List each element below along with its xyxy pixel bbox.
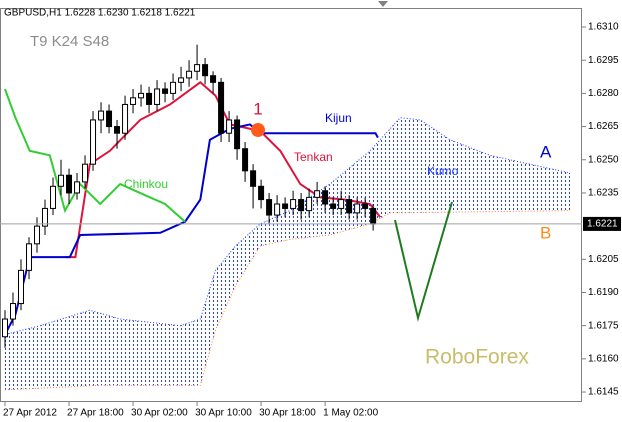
candle-body [298,199,305,212]
candle-body [202,64,209,77]
candle-body [154,88,161,105]
candle-body [66,174,73,194]
y-tick-label: 1.6205 [588,254,619,265]
candle-body [234,119,241,150]
y-tick-label: 1.6250 [588,154,619,165]
candle-body [58,174,65,187]
chinkou-label: Chinkou [124,177,168,191]
candle-body [258,185,265,201]
span-line [4,210,571,391]
cross-marker [251,123,265,137]
candle-body [90,119,97,165]
candle-body [114,126,121,134]
y-tick-label: 1.6175 [588,320,619,331]
candle-body [314,190,321,198]
candle-body [306,196,313,212]
candle-body [226,119,233,134]
candle-body [274,203,281,216]
y-tick-label: 1.6235 [588,188,619,199]
candle-body [2,318,9,338]
candle-body [74,181,81,194]
kumo [5,117,570,390]
candle-body [178,77,185,83]
candle-body [170,81,177,94]
candle-body [42,207,49,227]
y-tick-label: 1.6280 [588,88,619,99]
x-tick-label: 27 Apr 18:00 [67,408,124,419]
x-tick-label: 27 Apr 2012 [3,408,57,419]
candle-body [282,203,289,209]
candle-body [330,203,337,209]
y-tick-label: 1.6310 [588,22,619,33]
candle-body [50,185,57,209]
price-label: 1.6221 [587,219,618,230]
candle-body [34,225,41,245]
x-tick-label: 30 Apr 18:00 [259,408,316,419]
span-a-label: A [540,142,552,161]
y-tick-label: 1.6295 [588,55,619,66]
candle-body [354,203,361,214]
price-box [583,216,621,231]
kumo-label: Kumo [427,164,459,178]
span-line [4,117,571,335]
y-tick-label: 1.6160 [588,354,619,365]
span-b-label: B [540,223,551,242]
candle-body [218,81,225,134]
watermark: RoboForex [425,346,529,369]
candle-body [322,190,329,205]
candle-body [186,70,193,79]
tenkan-label: Tenkan [294,150,333,164]
x-tick-label: 30 Apr 02:00 [131,408,188,419]
candle-body [130,97,137,105]
candle-body [266,199,273,216]
plot-layer [0,44,582,391]
candle-body [18,269,25,305]
candle-body [98,110,105,121]
candle-body [250,170,257,187]
candle-body [362,203,369,209]
candle-body [26,243,33,271]
x-tick-label: 1 May 02:00 [323,408,378,419]
candle-body [194,64,201,72]
x-tick-label: 30 Apr 10:00 [195,408,252,419]
y-tick-label: 1.6265 [588,121,619,132]
indicator-line [4,88,186,223]
candle-body [122,103,129,134]
candle-body [146,92,153,105]
candle-body [338,199,345,209]
candle-body [290,199,297,209]
candle-body [162,88,169,94]
candle-body [242,148,249,172]
y-tick-label: 1.6145 [588,387,619,398]
chart-title: GBPUSD,H1 1.6228 1.6230 1.6218 1.6221 [4,8,196,19]
shift-marker [378,1,388,7]
candle-body [106,110,113,128]
candle-body [82,163,89,183]
forecast-arrow [394,201,453,322]
kijun-label: Kijun [325,111,352,125]
candle-body [138,92,145,99]
candle-body [346,199,353,214]
candle-body [210,75,217,83]
marker-label: 1 [253,99,262,118]
candle-body [370,207,377,225]
candle-body [10,303,17,320]
y-tick-label: 1.6190 [588,287,619,298]
settings-label: T9 K24 S48 [30,33,109,50]
